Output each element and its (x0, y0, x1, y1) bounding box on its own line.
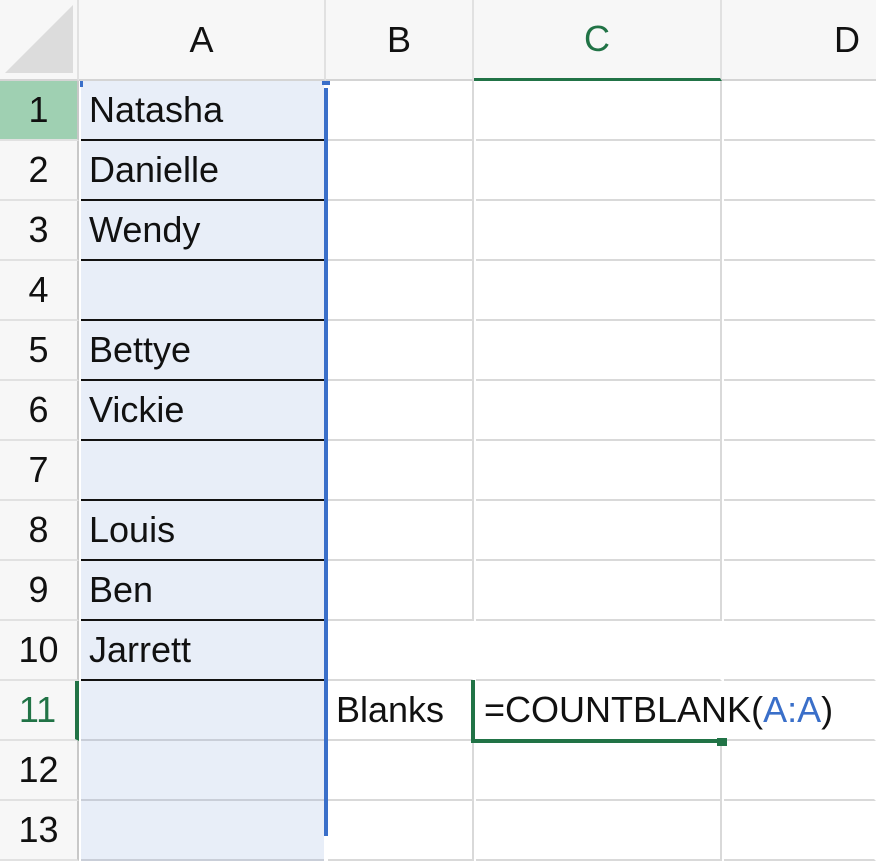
row-header-6[interactable]: 6 (0, 381, 79, 441)
cell-d5[interactable] (724, 321, 876, 381)
row-header-8[interactable]: 8 (0, 501, 79, 561)
cell-d13[interactable] (724, 801, 876, 861)
cell-a2[interactable]: Danielle (81, 141, 324, 201)
cell-a11[interactable] (81, 681, 324, 741)
cell-b7[interactable] (328, 441, 474, 501)
cell-a6[interactable]: Vickie (81, 381, 324, 441)
row-header-2[interactable]: 2 (0, 141, 79, 201)
selection-handle-top-left[interactable] (80, 81, 83, 87)
cell-c7[interactable] (476, 441, 722, 501)
column-header-c[interactable]: C (474, 0, 722, 81)
cell-d8[interactable] (724, 501, 876, 561)
fill-handle[interactable] (717, 738, 727, 746)
cell-b2[interactable] (328, 141, 474, 201)
cell-a3[interactable]: Wendy (81, 201, 324, 261)
row-header-12[interactable]: 12 (0, 741, 79, 801)
cell-a1[interactable]: Natasha (81, 81, 324, 141)
cell-a10[interactable]: Jarrett (81, 621, 324, 681)
cell-c10[interactable] (476, 621, 722, 681)
cell-b10[interactable] (328, 621, 474, 681)
cell-b5[interactable] (328, 321, 474, 381)
cell-c11[interactable]: =COUNTBLANK(A:A) (476, 681, 833, 741)
cell-a8[interactable]: Louis (81, 501, 324, 561)
cell-c9[interactable] (476, 561, 722, 621)
cell-a9[interactable]: Ben (81, 561, 324, 621)
formula-suffix: ) (821, 689, 834, 730)
cell-d12[interactable] (724, 741, 876, 801)
column-header-b[interactable]: B (326, 0, 474, 81)
active-cell-border-bottom (471, 739, 717, 743)
cell-b4[interactable] (328, 261, 474, 321)
cell-a4[interactable] (81, 261, 324, 321)
cell-b11[interactable]: Blanks (328, 681, 474, 741)
column-selection-border (324, 88, 328, 836)
selection-handle-top-right[interactable] (322, 81, 330, 85)
cell-d9[interactable] (724, 561, 876, 621)
row-header-11[interactable]: 11 (0, 681, 79, 741)
cell-b3[interactable] (328, 201, 474, 261)
row-header-3[interactable]: 3 (0, 201, 79, 261)
row-header-4[interactable]: 4 (0, 261, 79, 321)
cell-b9[interactable] (328, 561, 474, 621)
cell-b13[interactable] (328, 801, 474, 861)
cell-c6[interactable] (476, 381, 722, 441)
cell-b8[interactable] (328, 501, 474, 561)
row-header-13[interactable]: 13 (0, 801, 79, 861)
cell-d3[interactable] (724, 201, 876, 261)
cell-a13[interactable] (81, 801, 324, 861)
cell-d2[interactable] (724, 141, 876, 201)
cell-d6[interactable] (724, 381, 876, 441)
active-cell-border-left (471, 680, 475, 743)
cell-d11[interactable] (724, 681, 876, 741)
cell-d10[interactable] (724, 621, 876, 681)
formula-prefix: =COUNTBLANK( (484, 689, 764, 730)
cell-c4[interactable] (476, 261, 722, 321)
column-header-a[interactable]: A (79, 0, 326, 81)
select-all-corner[interactable] (0, 0, 79, 81)
cell-b6[interactable] (328, 381, 474, 441)
row-header-9[interactable]: 9 (0, 561, 79, 621)
cell-c2[interactable] (476, 141, 722, 201)
cell-a5[interactable]: Bettye (81, 321, 324, 381)
cell-a12[interactable] (81, 741, 324, 801)
row-header-5[interactable]: 5 (0, 321, 79, 381)
cell-c12[interactable] (476, 741, 722, 801)
cell-c3[interactable] (476, 201, 722, 261)
row-header-1[interactable]: 1 (0, 81, 79, 141)
cell-c8[interactable] (476, 501, 722, 561)
cell-c5[interactable] (476, 321, 722, 381)
cell-a7[interactable] (81, 441, 324, 501)
cell-b1[interactable] (328, 81, 474, 141)
cell-c13[interactable] (476, 801, 722, 861)
row-header-7[interactable]: 7 (0, 441, 79, 501)
cell-d1[interactable] (724, 81, 876, 141)
column-header-d[interactable]: D (722, 0, 876, 81)
cell-d7[interactable] (724, 441, 876, 501)
row-header-10[interactable]: 10 (0, 621, 79, 681)
cell-d4[interactable] (724, 261, 876, 321)
select-all-triangle-icon (5, 5, 73, 73)
cell-b12[interactable] (328, 741, 474, 801)
cell-c1[interactable] (476, 81, 722, 141)
formula-reference: A:A (763, 689, 822, 730)
